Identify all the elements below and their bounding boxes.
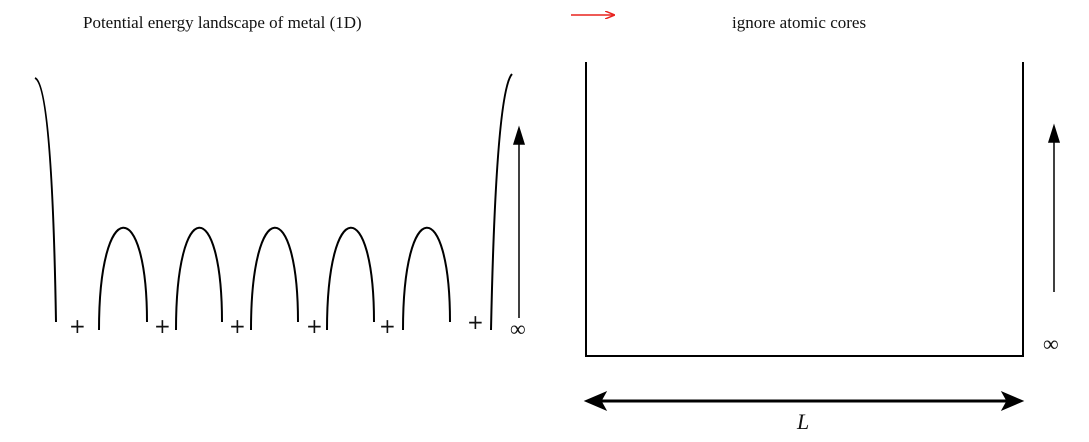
left-boundary-wall [34,77,57,323]
right-panel-title: ignore atomic cores [732,13,867,32]
potential-landscape [34,73,513,331]
potential-bump-5 [402,226,451,331]
potential-bump-3 [250,226,299,331]
potential-bump-1 [98,226,148,331]
atomic-core-marker: + [69,314,86,338]
atomic-core-marker: + [467,310,484,334]
right-boundary-wall [490,73,513,331]
length-label: L [797,409,810,434]
atomic-core-marker: + [306,314,323,338]
potential-bump-2 [175,226,223,331]
right-infinity-label: ∞ [1043,331,1059,356]
potential-bump-4 [326,226,375,331]
left-panel-title: Potential energy landscape of metal (1D) [83,13,362,32]
atomic-core-marker: + [154,314,171,338]
left-infinity-arrow [512,125,526,318]
square-well-box [585,62,1024,357]
atomic-core-marker: + [379,314,396,338]
right-infinity-arrow [1047,123,1061,292]
atomic-core-marker: + [229,314,246,338]
length-arrow [583,390,1025,412]
left-infinity-label: ∞ [510,316,526,341]
